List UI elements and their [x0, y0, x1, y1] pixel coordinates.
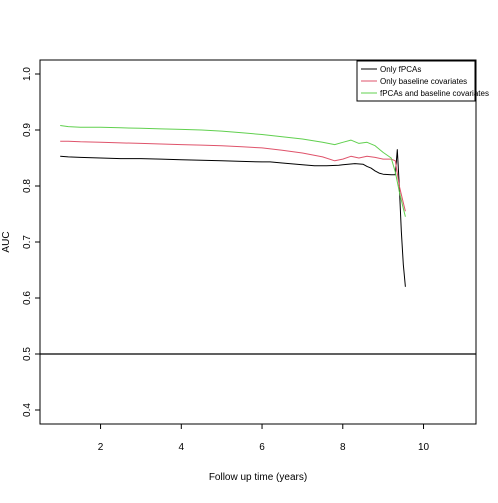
x-axis-label: Follow up time (years)	[209, 472, 307, 483]
y-tick-label: 0.9	[22, 123, 33, 137]
y-tick-label: 0.7	[22, 235, 33, 249]
legend-label: Only fPCAs	[380, 65, 421, 74]
y-tick-label: 0.4	[22, 403, 33, 417]
x-tick-label: 6	[259, 442, 265, 453]
y-axis-label: AUC	[1, 231, 12, 252]
series-line-3	[60, 125, 406, 217]
series-line-1	[60, 149, 406, 287]
y-tick-label: 0.8	[22, 179, 33, 193]
legend-label: fPCAs and baseline covariates	[380, 89, 489, 98]
x-tick-label: 2	[98, 442, 104, 453]
series-line-2	[60, 140, 406, 212]
plot-frame	[39, 59, 477, 425]
legend-label: Only baseline covariates	[380, 77, 467, 86]
x-tick-label: 10	[418, 442, 430, 453]
x-tick-label: 8	[340, 442, 346, 453]
y-tick-label: 1.0	[22, 67, 33, 81]
y-tick-label: 0.6	[22, 291, 33, 305]
y-tick-label: 0.5	[22, 347, 33, 361]
x-tick-label: 4	[179, 442, 185, 453]
